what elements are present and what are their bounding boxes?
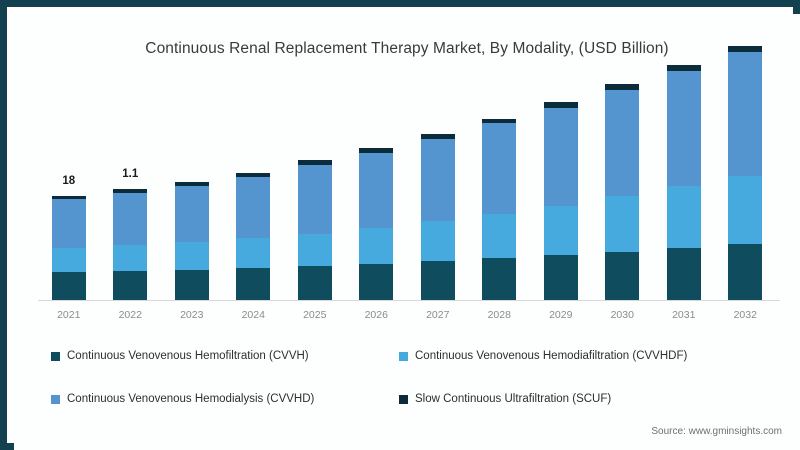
bar-2025[interactable]: [297, 160, 332, 300]
x-tick-2029: 2029: [549, 309, 573, 321]
bar-segment-scuf-2021: [51, 195, 86, 200]
legend-swatch-icon-3: [399, 394, 408, 404]
x-tick-2030: 2030: [610, 309, 634, 321]
bar-segment-cvvh-2027: [420, 261, 455, 300]
bar-2027[interactable]: [420, 133, 455, 300]
x-axis-ticks: 2021 2022 2023 2024 2025 2026 2027 2028 2029 2030…: [38, 305, 776, 325]
bar-segment-cvvhdf-2026: [359, 227, 394, 264]
chart-canvas: Continuous Renal Replacement Therapy Mar…: [14, 14, 800, 450]
bar-segment-scuf-2027: [420, 133, 455, 139]
bar-segment-scuf-2026: [359, 148, 394, 153]
legend-label-2: Continuous Venovenous Hemodialysis (CVVH…: [67, 393, 315, 405]
bar-segment-cvvhdf-2029: [543, 205, 578, 256]
bar-segment-cvvh-2029: [543, 255, 578, 300]
bar-segment-scuf-2029: [543, 102, 578, 109]
bar-segment-cvvhd-2030: [605, 90, 640, 197]
bar-2029[interactable]: [543, 102, 578, 300]
x-tick-2027: 2027: [426, 309, 450, 321]
x-tick-2032: 2032: [733, 309, 757, 321]
x-tick-2026: 2026: [364, 309, 388, 321]
bar-segment-scuf-2022: [113, 188, 148, 193]
legend-swatch-icon-2: [51, 394, 60, 404]
source-attribution: Source: www.gminsights.com: [651, 426, 782, 437]
bar-segment-cvvh-2030: [605, 251, 640, 300]
x-tick-2023: 2023: [180, 309, 204, 321]
legend-swatch-icon-0: [51, 351, 60, 361]
bar-2021[interactable]: [51, 195, 86, 300]
legend-label-3: Slow Continuous Ultrafiltration (SCUF): [415, 393, 612, 405]
x-tick-2024: 2024: [241, 309, 265, 321]
bar-value-label-2021: 18: [62, 174, 76, 187]
bar-2024[interactable]: [236, 172, 271, 300]
legend-item-3[interactable]: Slow Continuous Ultrafiltration (SCUF): [399, 393, 611, 405]
bar-segment-scuf-2032: [728, 46, 763, 53]
legend-label-1: Continuous Venovenous Hemodiafiltration …: [415, 350, 688, 362]
x-tick-2022: 2022: [118, 309, 142, 321]
bar-segment-cvvhd-2031: [666, 71, 701, 186]
bar-2028[interactable]: [482, 118, 517, 300]
bar-segment-cvvh-2023: [174, 269, 209, 300]
bar-segment-scuf-2030: [605, 84, 640, 91]
bar-segment-scuf-2025: [297, 160, 332, 166]
x-tick-2025: 2025: [303, 309, 327, 321]
bar-segment-cvvhd-2025: [297, 165, 332, 234]
legend-item-2[interactable]: Continuous Venovenous Hemodialysis (CVVH…: [51, 393, 314, 405]
bar-segment-cvvh-2025: [297, 265, 332, 300]
bar-2032[interactable]: [728, 46, 763, 300]
bar-segment-cvvhd-2026: [359, 152, 394, 228]
chart-legend: Continuous Venovenous Hemofiltration (CV…: [14, 346, 800, 420]
bar-2030[interactable]: [605, 84, 640, 300]
legend-item-1[interactable]: Continuous Venovenous Hemodiafiltration …: [399, 350, 687, 362]
bar-2023[interactable]: [174, 182, 209, 300]
bar-segment-cvvhd-2022: [113, 192, 148, 245]
x-tick-2031: 2031: [672, 309, 696, 321]
bar-segment-cvvh-2021: [51, 271, 86, 300]
bar-2031[interactable]: [666, 65, 701, 300]
x-tick-2028: 2028: [487, 309, 511, 321]
bar-2022[interactable]: [113, 188, 148, 300]
bar-segment-cvvhd-2027: [420, 138, 455, 222]
bar-segment-scuf-2024: [236, 172, 271, 177]
bar-segment-cvvhdf-2027: [420, 221, 455, 262]
bar-segment-cvvh-2031: [666, 247, 701, 300]
bar-segment-cvvh-2028: [482, 258, 517, 300]
bar-2026[interactable]: [359, 148, 394, 300]
legend-item-0[interactable]: Continuous Venovenous Hemofiltration (CV…: [51, 350, 309, 362]
bar-segment-cvvhd-2023: [174, 186, 209, 243]
bar-segment-cvvhdf-2031: [666, 186, 701, 248]
bar-segment-cvvhdf-2023: [174, 242, 209, 270]
bar-segment-cvvhd-2029: [543, 108, 578, 206]
bar-segment-cvvh-2022: [113, 270, 148, 300]
bar-segment-scuf-2028: [482, 118, 517, 124]
bar-segment-cvvhd-2032: [728, 52, 763, 176]
bar-value-label-2022: 1.1: [122, 167, 139, 180]
x-axis-line: [38, 300, 780, 301]
bar-segment-scuf-2023: [174, 182, 209, 187]
legend-label-0: Continuous Venovenous Hemofiltration (CV…: [67, 350, 309, 362]
bar-segment-scuf-2031: [666, 65, 701, 72]
bar-segment-cvvh-2032: [728, 243, 763, 300]
bar-segment-cvvhd-2028: [482, 123, 517, 214]
plot-area: 18 1.1: [38, 46, 776, 300]
chart-title: Continuous Renal Replacement Therapy Mar…: [145, 40, 669, 57]
x-tick-2021: 2021: [57, 309, 81, 321]
bar-segment-cvvhdf-2025: [297, 233, 332, 266]
bar-segment-cvvhdf-2030: [605, 196, 640, 252]
bar-segment-cvvhdf-2028: [482, 213, 517, 259]
bar-segment-cvvh-2024: [236, 267, 271, 300]
bar-segment-cvvh-2026: [359, 263, 394, 300]
bar-segment-cvvhdf-2032: [728, 175, 763, 244]
bar-segment-cvvhdf-2024: [236, 238, 271, 268]
bar-segment-cvvhd-2021: [51, 199, 86, 248]
bar-segment-cvvhdf-2022: [113, 244, 148, 271]
bar-segment-cvvhd-2024: [236, 176, 271, 239]
legend-swatch-icon-1: [399, 351, 408, 361]
bar-segment-cvvhdf-2021: [51, 247, 86, 272]
